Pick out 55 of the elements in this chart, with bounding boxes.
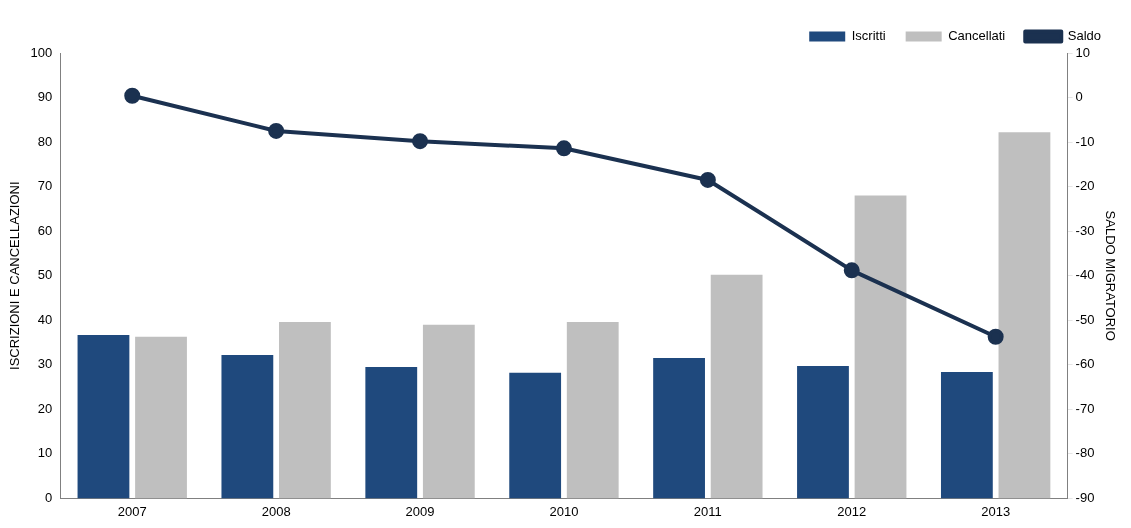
- bar: [509, 372, 562, 499]
- y-tick-label: 20: [37, 400, 53, 416]
- bar: [854, 195, 907, 499]
- bar: [710, 274, 763, 499]
- y2-tick-label: -20: [1075, 178, 1095, 194]
- x-tick-label: 2009: [405, 503, 435, 519]
- y2-tick-label: -70: [1075, 400, 1095, 416]
- bar: [653, 358, 705, 499]
- point: [412, 133, 429, 150]
- legend-label: Iscritti: [851, 28, 886, 44]
- bar: [279, 322, 331, 499]
- y2-tick-label: -40: [1075, 267, 1095, 283]
- x-tick-label: 2008: [261, 503, 291, 519]
- bar: [940, 371, 993, 499]
- x-tick-label: 2011: [693, 503, 722, 519]
- bar: [221, 354, 274, 499]
- y-tick-label: 0: [45, 489, 53, 505]
- bar: [566, 322, 619, 499]
- y2-tick-label: 10: [1075, 44, 1091, 60]
- y2-tick-label: -80: [1075, 445, 1095, 461]
- point: [124, 87, 141, 104]
- y2-tick-label: -30: [1075, 222, 1095, 238]
- y2-tick-label: -90: [1075, 489, 1095, 505]
- y-tick-label: 100: [30, 44, 53, 60]
- y2-tick-label: -50: [1075, 311, 1095, 327]
- y-tick-label: 10: [37, 445, 53, 461]
- point: [987, 328, 1004, 345]
- y-tick-label: 50: [37, 267, 53, 283]
- x-tick-label: 2010: [549, 503, 579, 519]
- y-tick-label: 70: [37, 178, 53, 194]
- y-tick-label: 80: [37, 133, 53, 149]
- x-tick-label: 2012: [837, 503, 867, 519]
- point: [268, 122, 285, 139]
- x-tick-label: 2007: [117, 503, 147, 519]
- legend-label: Saldo: [1067, 28, 1101, 44]
- y-tick-label: 40: [37, 311, 53, 327]
- point: [843, 262, 860, 279]
- bar: [135, 336, 187, 499]
- bar: [422, 324, 475, 499]
- bar: [797, 366, 849, 499]
- y2-tick-label: 0: [1075, 89, 1083, 105]
- y2-tick-label: -60: [1075, 356, 1095, 372]
- bar: [365, 367, 418, 499]
- y2-tick-label: -10: [1075, 133, 1095, 149]
- y-axis-title: ISCRIZIONI E CANCELLAZIONI: [7, 181, 23, 370]
- y-tick-label: 60: [37, 222, 53, 238]
- x-tick-label: 2013: [981, 503, 1011, 519]
- bar: [77, 334, 130, 499]
- y2-axis-title: SALDO MIGRATORIO: [1102, 210, 1118, 341]
- bar: [998, 132, 1051, 499]
- point: [555, 140, 572, 157]
- y-tick-label: 90: [37, 89, 53, 105]
- y-tick-label: 30: [37, 356, 53, 372]
- point: [699, 171, 716, 188]
- legend-label: Cancellati: [948, 28, 1006, 44]
